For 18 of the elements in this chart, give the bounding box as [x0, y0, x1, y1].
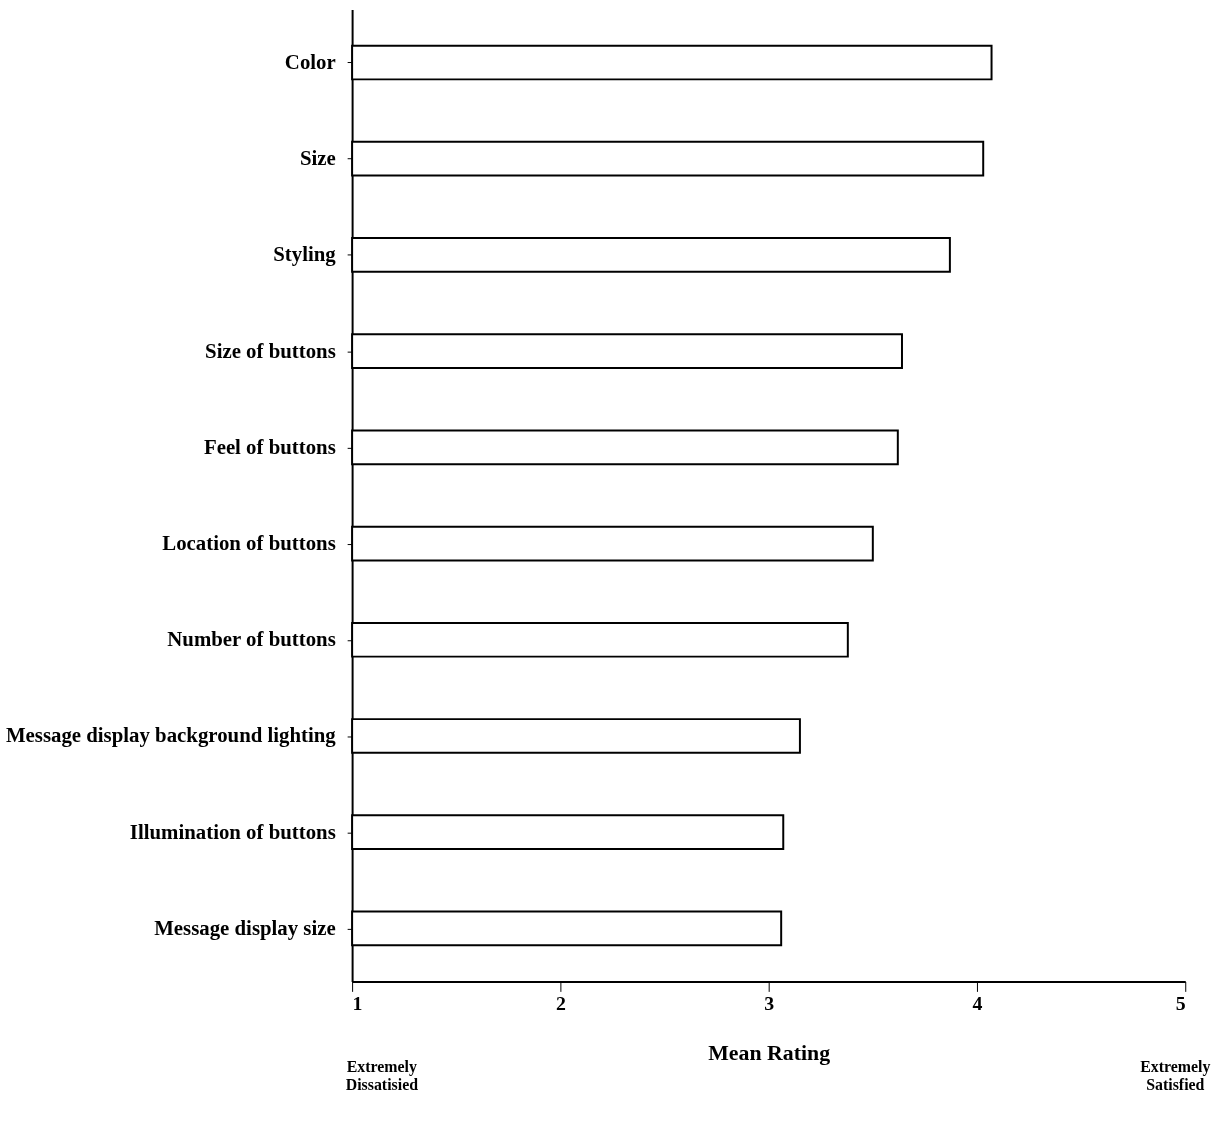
x-tick-label: 3 — [764, 991, 775, 1014]
y-tick-label: Styling — [273, 242, 337, 267]
y-tick-label: Size of buttons — [205, 338, 336, 363]
y-tick-label: Message display size — [154, 915, 336, 940]
y-tick-label: Color — [284, 49, 336, 74]
text: Extremely Dissatisied — [345, 1057, 419, 1093]
y-tick-label: Message display background lighting — [5, 723, 337, 748]
x-tick-label: 4 — [972, 991, 983, 1014]
x-tick-label: 5 — [1175, 991, 1186, 1014]
y-tick-label: Size — [299, 146, 336, 171]
y-tick-label: Illumination of buttons — [129, 819, 336, 844]
y-tick-label: Feel of buttons — [203, 434, 336, 459]
x-tick-label: 2 — [555, 991, 566, 1014]
x-tick-label: 1 — [352, 991, 363, 1014]
y-tick-label: Location of buttons — [162, 531, 336, 556]
text: Extremely Satisfied — [1140, 1057, 1211, 1093]
x-axis-title: Mean Rating — [708, 1041, 831, 1066]
y-tick-label: Number of buttons — [167, 627, 336, 652]
